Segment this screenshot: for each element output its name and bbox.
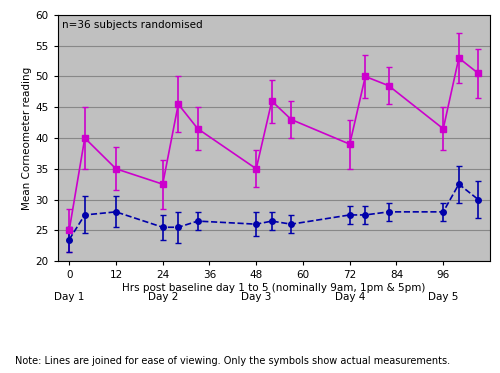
Text: n=36 subjects randomised: n=36 subjects randomised: [62, 20, 202, 30]
Text: Day 1: Day 1: [54, 292, 84, 302]
Text: Note: Lines are joined for ease of viewing. Only the symbols show actual measure: Note: Lines are joined for ease of viewi…: [15, 355, 450, 366]
Text: Day 4: Day 4: [334, 292, 365, 302]
Y-axis label: Mean Corneometer reading: Mean Corneometer reading: [22, 66, 32, 210]
X-axis label: Hrs post baseline day 1 to 5 (nominally 9am, 1pm & 5pm): Hrs post baseline day 1 to 5 (nominally …: [122, 283, 426, 293]
Text: Day 5: Day 5: [428, 292, 458, 302]
Text: Day 3: Day 3: [241, 292, 272, 302]
Text: Day 2: Day 2: [148, 292, 178, 302]
